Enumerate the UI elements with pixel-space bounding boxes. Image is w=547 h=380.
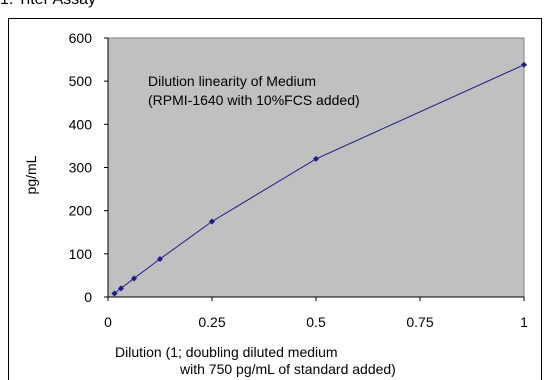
x-tick-label: 0	[104, 314, 112, 330]
y-tick-label: 300	[69, 160, 93, 176]
x-tick-label: 1	[520, 314, 528, 330]
y-tick-label: 500	[69, 73, 93, 89]
chart-annotation-line-1: Dilution linearity of Medium	[148, 73, 316, 89]
y-tick-label: 100	[69, 246, 93, 262]
y-tick-label: 400	[69, 116, 93, 132]
data-point-marker	[157, 256, 163, 263]
plot-area	[107, 37, 525, 298]
y-axis-label: pg/mL	[23, 155, 39, 194]
data-point-marker	[118, 285, 124, 292]
x-axis-label-line-1: Dilution (1; doubling diluted medium	[115, 344, 338, 360]
series-layer	[111, 61, 527, 297]
data-point-marker	[131, 275, 137, 282]
x-tick-label: 0.25	[198, 314, 225, 330]
y-tick-label: 600	[69, 30, 93, 46]
x-axis: 0 0.25 0.5 0.75 1	[104, 296, 528, 330]
chart-annotation-line-2: (RPMI-1640 with 10%FCS added)	[148, 92, 360, 108]
data-point-marker	[111, 290, 118, 297]
x-tick-label: 0.5	[306, 314, 326, 330]
y-axis: 0 100 200 300 400 500 600	[69, 30, 109, 305]
y-tick-label: 0	[84, 289, 92, 305]
x-axis-label-line-2: with 750 pg/mL of standard added)	[179, 361, 396, 377]
x-tick-label: 0.75	[406, 314, 433, 330]
page-heading: 1. Titer Assay	[0, 0, 96, 9]
data-point-marker	[313, 155, 319, 162]
y-tick-label: 200	[69, 203, 93, 219]
data-point-marker	[521, 61, 527, 68]
data-point-marker	[209, 218, 215, 225]
